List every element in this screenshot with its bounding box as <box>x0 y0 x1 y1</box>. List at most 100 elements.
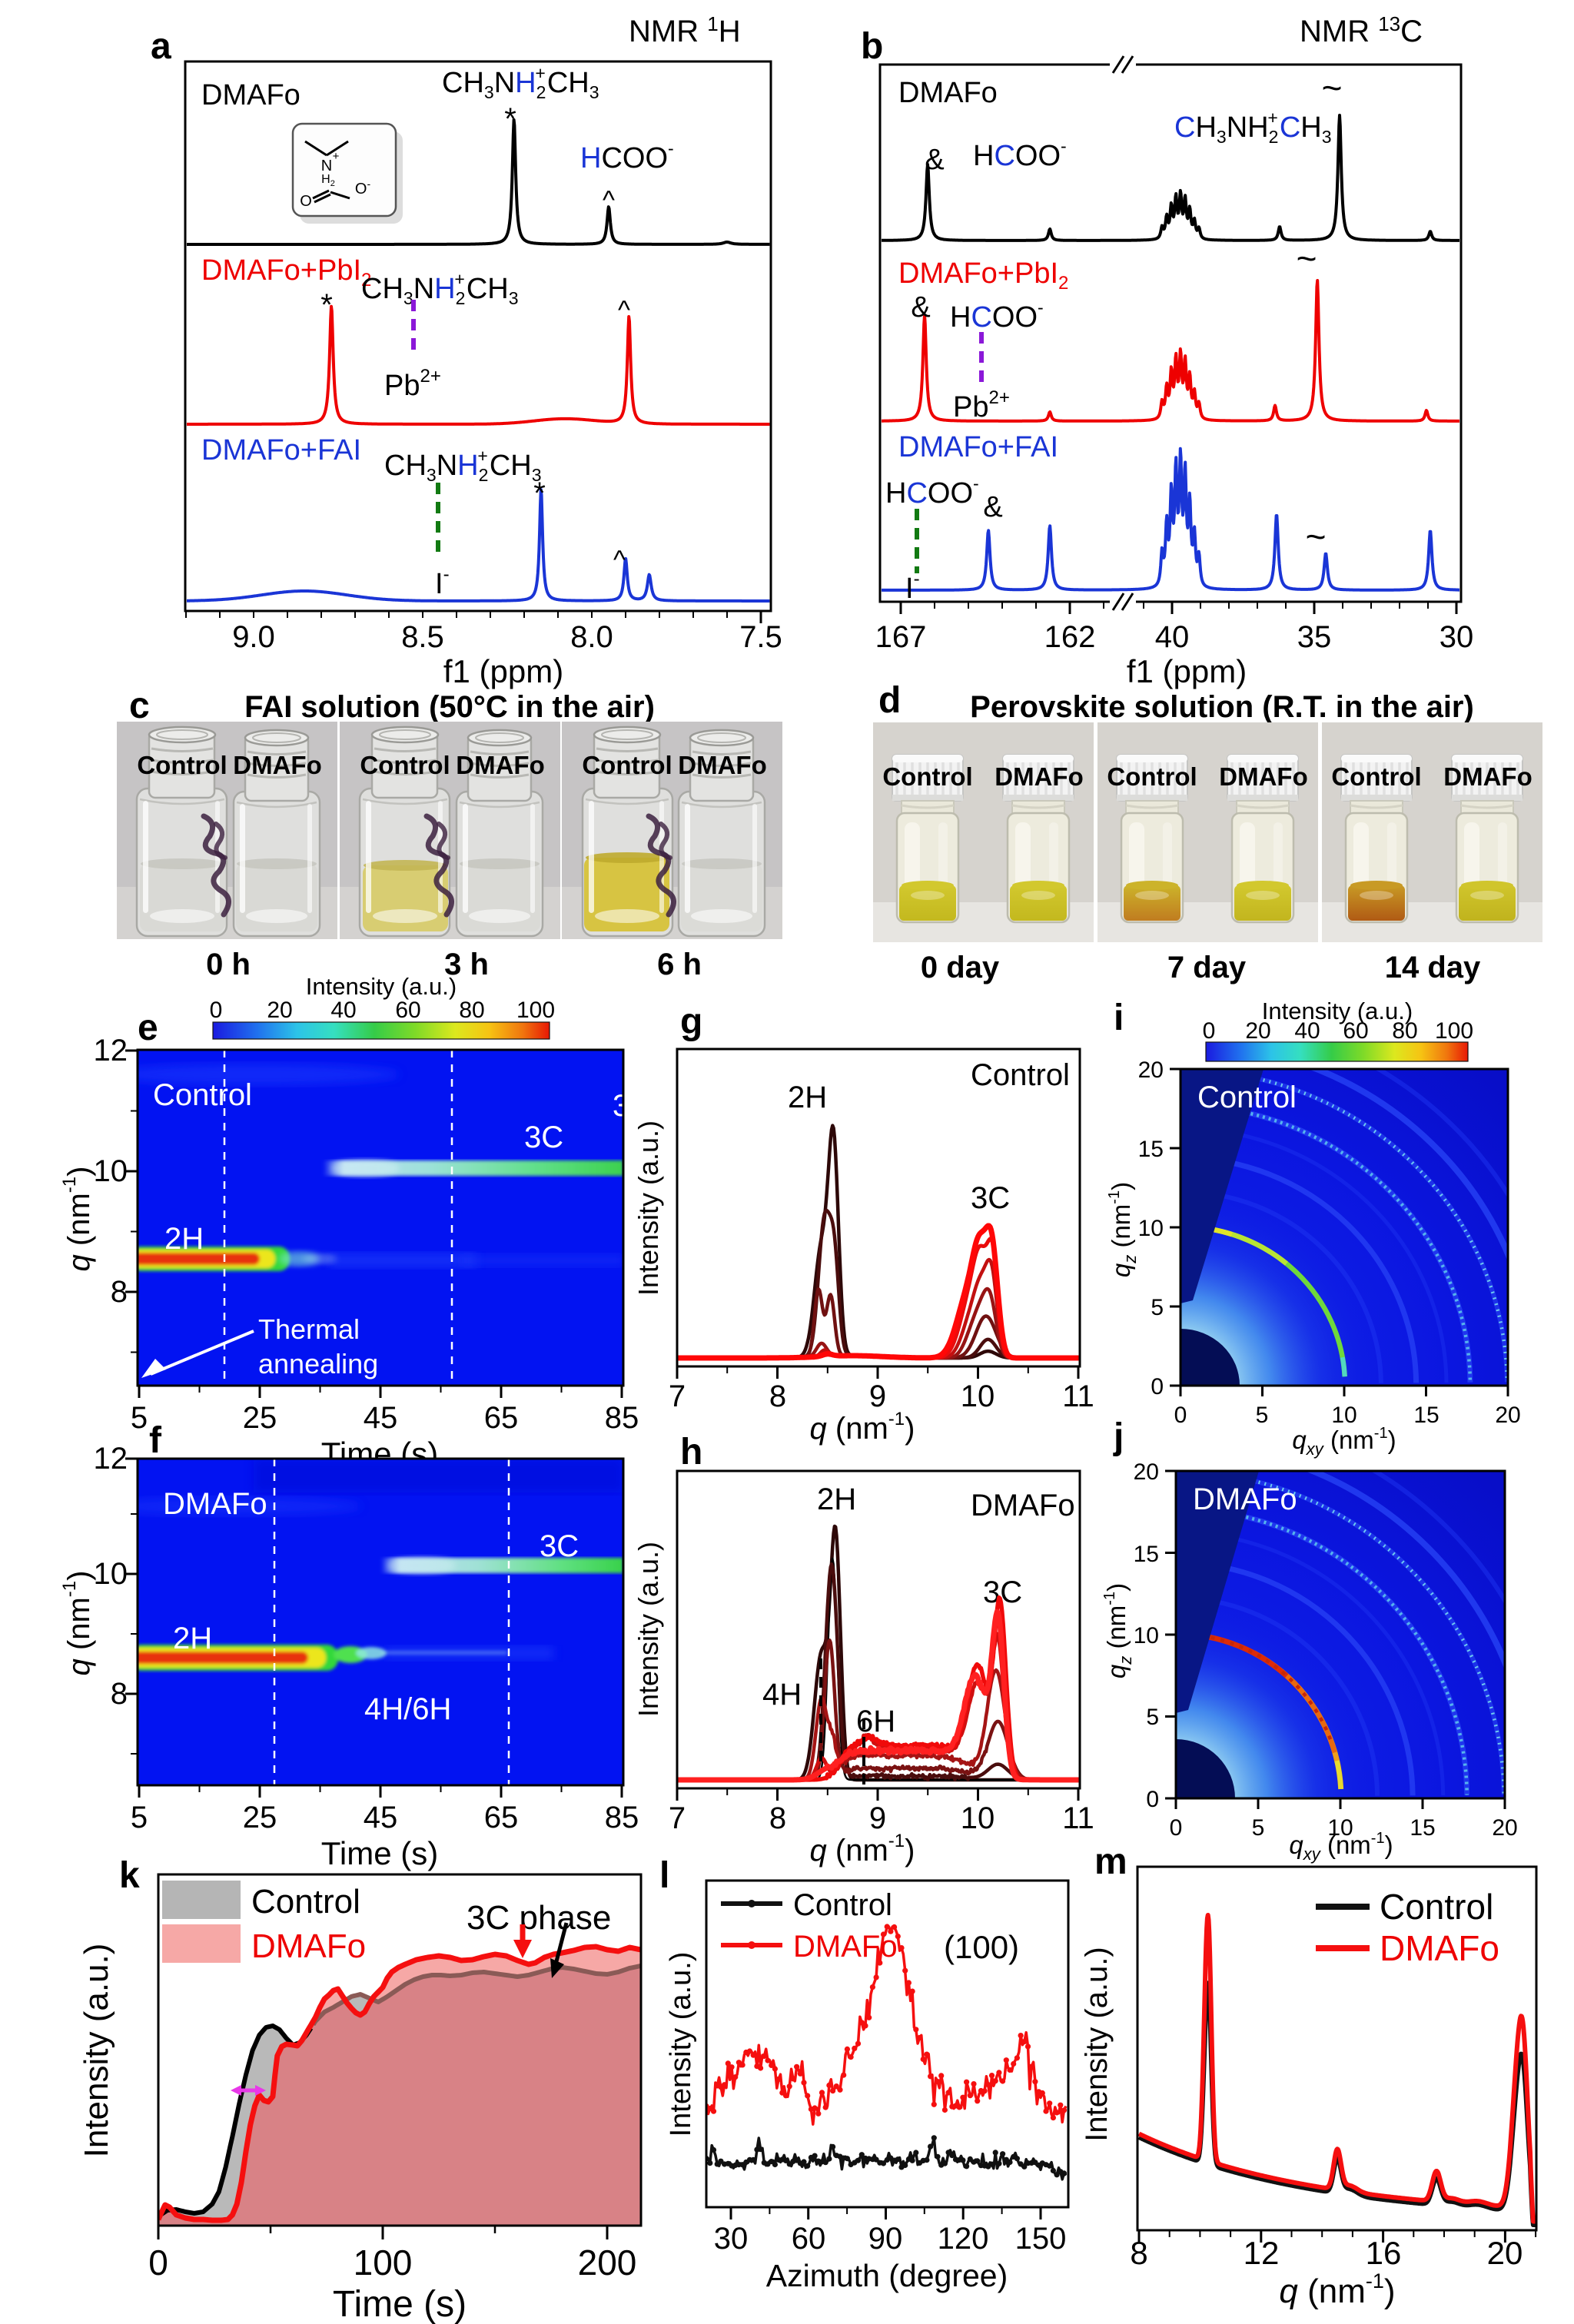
svg-text:10: 10 <box>1327 1815 1353 1841</box>
svg-text:25: 25 <box>243 1801 277 1834</box>
svg-text:CH3NH2+CH3: CH3NH2+CH3 <box>442 63 599 102</box>
svg-text:85: 85 <box>605 1401 639 1435</box>
svg-text:4H/6H: 4H/6H <box>364 1692 451 1726</box>
svg-text:~: ~ <box>1306 516 1327 556</box>
svg-text:6 h: 6 h <box>657 948 702 981</box>
svg-text:k: k <box>119 1855 140 1896</box>
svg-text:DMAFo: DMAFo <box>1219 762 1307 791</box>
svg-text:I-: I- <box>905 569 920 605</box>
svg-text:10: 10 <box>1331 1403 1356 1428</box>
svg-text:CH3NH2+CH3: CH3NH2+CH3 <box>384 446 542 485</box>
svg-text:8: 8 <box>111 1275 128 1309</box>
svg-text:4H: 4H <box>762 1678 802 1711</box>
svg-text:40: 40 <box>1155 620 1190 654</box>
svg-text:8: 8 <box>769 1801 786 1835</box>
svg-text:f: f <box>149 1420 162 1461</box>
svg-text:e: e <box>138 1008 158 1048</box>
svg-text:Control: Control <box>882 762 972 791</box>
svg-text:5: 5 <box>131 1801 148 1834</box>
svg-text:8.0: 8.0 <box>570 620 613 654</box>
svg-text:Control: Control <box>251 1883 360 1921</box>
svg-text:q (nm-1): q (nm-1) <box>810 1831 915 1868</box>
svg-text:Perovskite solution (R.T. in t: Perovskite solution (R.T. in the air) <box>970 690 1474 724</box>
svg-text:^: ^ <box>603 186 615 215</box>
svg-text:f1 (ppm): f1 (ppm) <box>1127 653 1247 689</box>
svg-text:Pb2+: Pb2+ <box>953 387 1010 423</box>
svg-text:8: 8 <box>111 1677 128 1711</box>
svg-text:60: 60 <box>1343 1018 1368 1044</box>
svg-text:DMAFo+FAI: DMAFo+FAI <box>898 431 1058 463</box>
svg-text:5: 5 <box>1151 1295 1164 1320</box>
svg-text:DMAFo: DMAFo <box>898 77 998 109</box>
svg-text:DMAFo: DMAFo <box>995 762 1083 791</box>
svg-text:2H: 2H <box>788 1081 827 1114</box>
svg-text:O: O <box>300 193 312 210</box>
svg-text:NMR 1H: NMR 1H <box>629 12 741 48</box>
svg-text:45: 45 <box>364 1401 398 1435</box>
svg-text:DMAFo+PbI2: DMAFo+PbI2 <box>898 257 1068 294</box>
svg-text:45: 45 <box>364 1801 398 1834</box>
svg-text:DMAFo: DMAFo <box>201 79 301 111</box>
svg-text:Control: Control <box>971 1058 1070 1092</box>
svg-text:f1 (ppm): f1 (ppm) <box>443 653 563 689</box>
svg-text:NMR 13C: NMR 13C <box>1300 12 1423 48</box>
svg-text:10: 10 <box>1138 1216 1164 1241</box>
svg-text:DMAFo: DMAFo <box>233 751 321 779</box>
svg-text:l: l <box>659 1855 669 1896</box>
svg-text:5: 5 <box>131 1401 148 1435</box>
svg-text:7 day: 7 day <box>1167 951 1247 984</box>
svg-text:8.5: 8.5 <box>401 620 444 654</box>
svg-text:3C phase: 3C phase <box>467 1899 611 1937</box>
svg-text:+: + <box>333 150 340 163</box>
svg-text:Intensity (a.u.): Intensity (a.u.) <box>633 1542 664 1717</box>
svg-text:0: 0 <box>210 998 223 1023</box>
svg-text:DMAFo: DMAFo <box>1193 1482 1297 1516</box>
svg-text:9: 9 <box>869 1801 886 1835</box>
svg-text:12: 12 <box>94 1442 128 1476</box>
svg-text:Control: Control <box>1331 762 1421 791</box>
svg-text:0: 0 <box>148 2243 168 2282</box>
svg-text:Pb2+: Pb2+ <box>384 366 441 402</box>
svg-text:7: 7 <box>669 1379 686 1413</box>
svg-text:8: 8 <box>1130 2235 1147 2271</box>
svg-text:80: 80 <box>1392 1018 1417 1044</box>
svg-text:q (nm-1): q (nm-1) <box>59 1167 96 1272</box>
svg-text:167: 167 <box>875 620 927 654</box>
svg-text:10: 10 <box>961 1379 995 1413</box>
svg-text:&: & <box>911 291 930 324</box>
svg-text:*: * <box>504 102 516 136</box>
svg-text:&: & <box>925 144 944 176</box>
svg-text:60: 60 <box>792 2222 826 2256</box>
svg-text:7: 7 <box>669 1801 686 1835</box>
svg-text:15: 15 <box>1138 1137 1164 1162</box>
svg-text:90: 90 <box>868 2222 903 2256</box>
svg-text:0: 0 <box>1170 1815 1183 1841</box>
svg-text:3C: 3C <box>524 1120 563 1154</box>
svg-text:162: 162 <box>1044 620 1096 654</box>
svg-text:20: 20 <box>1487 2235 1523 2271</box>
svg-text:7.5: 7.5 <box>739 620 782 654</box>
svg-text:20: 20 <box>1134 1459 1159 1485</box>
svg-text:^: ^ <box>618 296 630 325</box>
svg-text:^: ^ <box>613 546 626 575</box>
svg-text:9.0: 9.0 <box>232 620 275 654</box>
svg-text:annealing: annealing <box>258 1348 378 1379</box>
svg-text:2H: 2H <box>817 1482 856 1516</box>
svg-text:20: 20 <box>1245 1018 1270 1044</box>
svg-text:q (nm-1): q (nm-1) <box>1279 2269 1395 2310</box>
svg-text:0 day: 0 day <box>921 951 1000 984</box>
svg-text:Control: Control <box>1197 1081 1297 1114</box>
svg-text:Time (s): Time (s) <box>333 2284 467 2324</box>
svg-text:DMAFo: DMAFo <box>678 751 766 779</box>
svg-text:3C: 3C <box>540 1529 579 1563</box>
svg-text:q (nm-1): q (nm-1) <box>59 1571 96 1676</box>
svg-text:85: 85 <box>605 1801 639 1834</box>
svg-text:DMAFo: DMAFo <box>1443 762 1532 791</box>
svg-text:&: & <box>983 491 1002 523</box>
svg-text:5: 5 <box>1146 1705 1159 1730</box>
svg-text:O-: O- <box>355 178 371 198</box>
svg-text:65: 65 <box>484 1401 519 1435</box>
svg-text:CH3NH2+CH3: CH3NH2+CH3 <box>1174 108 1332 147</box>
svg-text:Intensity (a.u.): Intensity (a.u.) <box>633 1120 664 1296</box>
svg-text:20: 20 <box>1138 1057 1164 1083</box>
